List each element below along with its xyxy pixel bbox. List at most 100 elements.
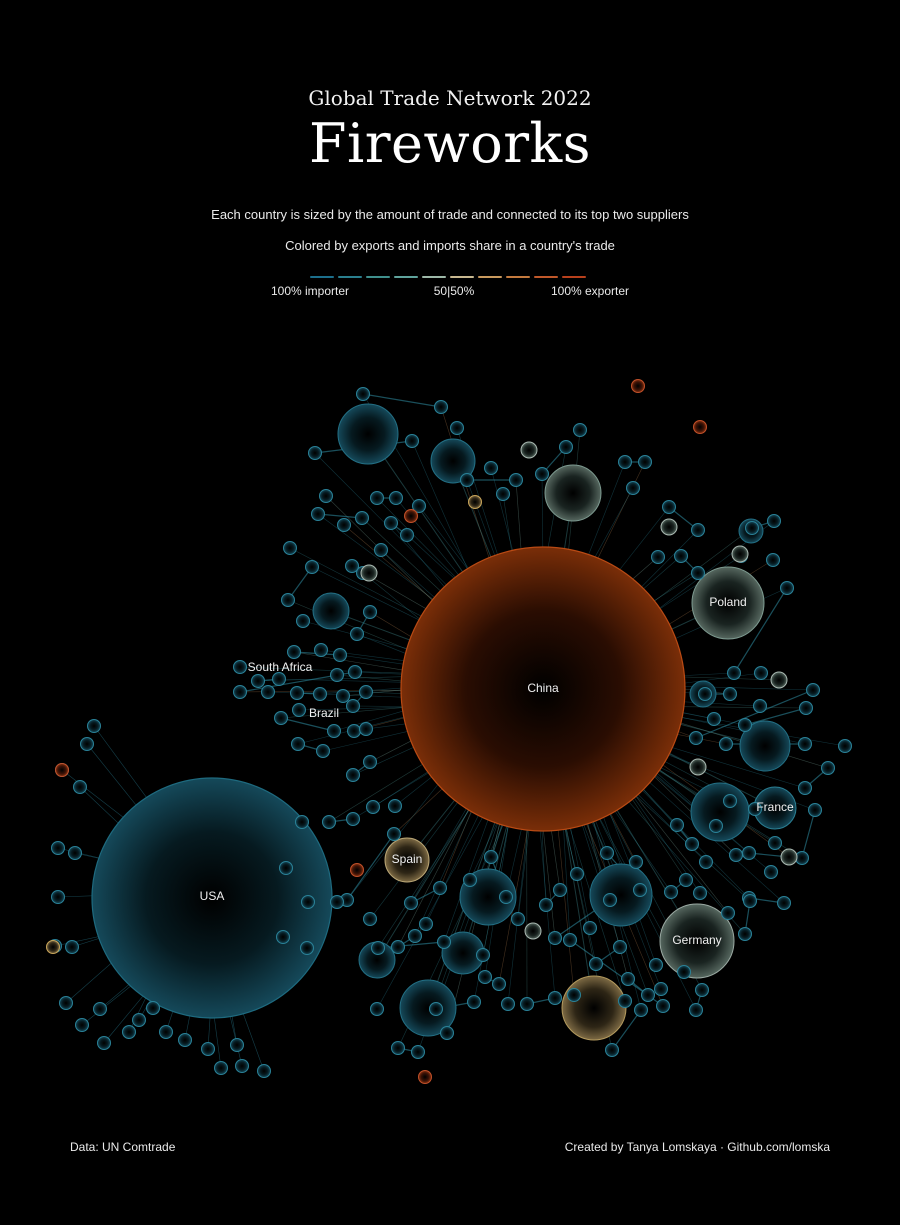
country-node — [281, 593, 295, 607]
country-node — [738, 718, 752, 732]
country-node — [46, 940, 60, 954]
country-node — [766, 553, 780, 567]
country-node — [743, 894, 757, 908]
country-node — [404, 509, 418, 523]
country-node — [322, 815, 336, 829]
country-node — [346, 699, 360, 713]
country-node — [603, 893, 617, 907]
trade-link — [733, 587, 788, 674]
label-spain: Spain — [392, 852, 423, 866]
country-node — [821, 761, 835, 775]
country-node — [314, 643, 328, 657]
color-legend-bar — [310, 276, 586, 278]
country-node — [795, 851, 809, 865]
country-node — [723, 687, 737, 701]
legend-swatch — [394, 276, 418, 278]
country-node — [553, 883, 567, 897]
country-node — [484, 461, 498, 475]
country-node — [51, 841, 65, 855]
country-node — [806, 683, 820, 697]
country-node — [233, 660, 247, 674]
legend-swatch — [450, 276, 474, 278]
country-node — [418, 1070, 432, 1084]
country-node — [660, 518, 678, 536]
country-node — [467, 995, 481, 1009]
country-node — [739, 720, 791, 772]
country-node — [691, 566, 705, 580]
trade-link — [280, 717, 335, 732]
country-node — [613, 940, 627, 954]
country-node — [65, 940, 79, 954]
trade-link — [801, 809, 816, 859]
country-node — [233, 685, 247, 699]
country-node — [600, 846, 614, 860]
country-node — [539, 898, 553, 912]
country-node — [727, 666, 741, 680]
country-node — [589, 957, 603, 971]
country-node — [295, 815, 309, 829]
country-node — [391, 1041, 405, 1055]
country-node — [509, 473, 523, 487]
country-node — [292, 703, 306, 717]
country-node — [634, 1003, 648, 1017]
legend-swatch — [338, 276, 362, 278]
country-node — [68, 846, 82, 860]
legend-swatch — [506, 276, 530, 278]
label-usa: USA — [200, 889, 225, 903]
page-title: Fireworks — [309, 112, 591, 175]
country-node — [356, 387, 370, 401]
country-node — [605, 1043, 619, 1057]
country-node — [330, 895, 344, 909]
country-node — [359, 685, 373, 699]
country-node — [429, 1002, 443, 1016]
country-node — [313, 687, 327, 701]
country-node — [709, 819, 723, 833]
country-node — [589, 863, 653, 927]
country-node — [695, 983, 709, 997]
country-node — [742, 846, 756, 860]
country-node — [290, 686, 304, 700]
country-node — [798, 781, 812, 795]
country-node — [629, 855, 643, 869]
country-node — [97, 1036, 111, 1050]
country-node — [798, 737, 812, 751]
country-node — [535, 467, 549, 481]
country-node — [621, 972, 635, 986]
spain-node — [384, 837, 430, 883]
country-node — [230, 1038, 244, 1052]
country-node — [272, 672, 286, 686]
country-node — [664, 885, 678, 899]
country-node — [631, 379, 645, 393]
country-node — [405, 434, 419, 448]
label-france: France — [756, 800, 794, 814]
country-node — [719, 737, 733, 751]
label-south-africa: South Africa — [248, 660, 313, 674]
country-node — [559, 440, 573, 454]
country-node — [434, 400, 448, 414]
country-node — [753, 699, 767, 713]
country-node — [561, 975, 627, 1041]
country-node — [337, 518, 351, 532]
country-node — [511, 912, 525, 926]
country-node — [699, 855, 713, 869]
country-node — [75, 1018, 89, 1032]
country-node — [685, 837, 699, 851]
country-node — [524, 922, 542, 940]
country-node — [287, 645, 301, 659]
country-node — [355, 511, 369, 525]
country-node — [450, 421, 464, 435]
country-node — [437, 935, 451, 949]
country-node — [808, 803, 822, 817]
country-node — [468, 495, 482, 509]
country-nodes — [46, 379, 852, 1084]
country-node — [257, 1064, 271, 1078]
china-node — [400, 546, 686, 832]
country-node — [573, 423, 587, 437]
country-node — [520, 441, 538, 459]
country-node — [408, 929, 422, 943]
country-node — [146, 1001, 160, 1015]
country-node — [404, 896, 418, 910]
trade-link — [317, 513, 363, 519]
trade-link — [744, 707, 807, 726]
